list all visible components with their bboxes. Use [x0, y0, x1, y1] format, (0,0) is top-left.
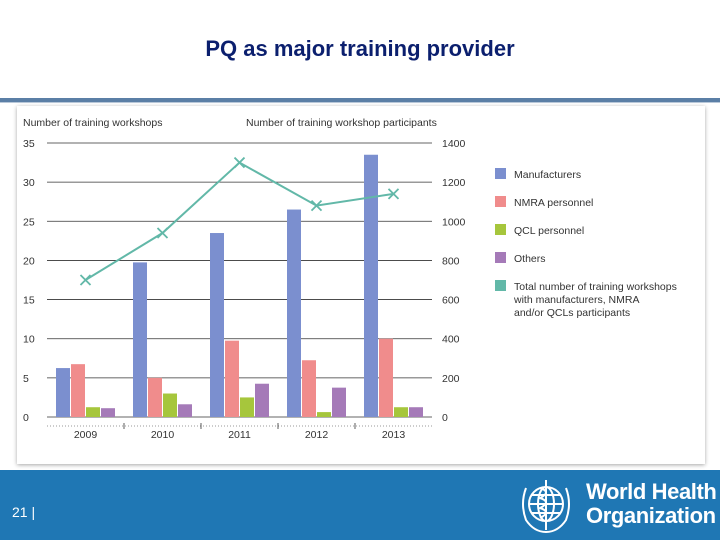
legend-label: with manufacturers, NMRA: [513, 294, 639, 306]
right-tick-label: 0: [442, 412, 448, 424]
right-tick-label: 200: [442, 373, 460, 385]
bar-others-2012: [332, 387, 346, 417]
page-number: 21 |: [12, 504, 36, 520]
x-tick-label: 2009: [74, 429, 98, 441]
legend-label: NMRA personnel: [514, 197, 593, 209]
bar-nmra-2013: [379, 338, 393, 417]
bar-manufacturers-2012: [287, 209, 301, 417]
bar-manufacturers-2009: [56, 368, 70, 417]
legend-swatch: [495, 280, 506, 291]
right-tick-label: 1200: [442, 177, 466, 189]
left-tick-label: 5: [23, 373, 29, 385]
bar-nmra-2009: [71, 364, 85, 417]
left-tick-label: 10: [23, 334, 35, 346]
bar-qcl-2010: [163, 393, 177, 417]
legend-label: Others: [514, 253, 546, 265]
left-tick-label: 15: [23, 295, 35, 307]
bar-manufacturers-2010: [133, 262, 147, 417]
right-tick-labels: 0 200 400 600 800 1000 1200 1400: [442, 138, 466, 424]
x-tick-label: 2013: [382, 429, 406, 441]
bar-nmra-2010: [148, 377, 162, 417]
left-tick-label: 20: [23, 255, 35, 267]
x-tick-labels: 2009 2010 2011 2012 2013: [47, 423, 432, 441]
total-line-point: [387, 188, 400, 200]
legend-swatch: [495, 196, 506, 207]
slide-title: PQ as major training provider: [205, 36, 515, 61]
bar-nmra-2012: [302, 360, 316, 417]
x-tick-label: 2010: [151, 429, 175, 441]
total-line-point: [233, 156, 246, 169]
x-tick-label: 2011: [228, 429, 251, 441]
total-line: [79, 156, 400, 286]
legend-label: QCL personnel: [514, 225, 584, 237]
bar-qcl-2012: [317, 412, 331, 417]
x-tick-label: 2012: [305, 429, 329, 441]
left-tick-label: 35: [23, 138, 35, 150]
right-axis-label: Number of training workshop participants: [246, 117, 437, 129]
left-tick-label: 30: [23, 177, 35, 189]
right-tick-label: 400: [442, 334, 460, 346]
who-emblem-icon: [522, 480, 570, 534]
bar-others-2013: [409, 407, 423, 417]
left-axis-label: Number of training workshops: [23, 117, 162, 129]
legend-swatch: [495, 224, 506, 235]
legend-label: Total number of training workshops: [514, 281, 677, 293]
legend-swatch: [495, 252, 506, 263]
org-name-line2: Organization: [586, 503, 716, 528]
total-line-point: [156, 227, 169, 239]
org-name: World Health Organization: [586, 479, 717, 528]
right-tick-label: 800: [442, 255, 460, 267]
bar-others-2010: [178, 404, 192, 417]
total-line-point: [79, 274, 92, 286]
bar-group: [56, 154, 423, 417]
left-tick-label: 0: [23, 412, 29, 424]
footer-bar: 21 | World Health Organization: [0, 470, 720, 540]
right-tick-label: 600: [442, 295, 460, 307]
left-tick-labels: 0 5 10 15 20 25 30 35: [23, 138, 35, 424]
bar-qcl-2011: [240, 397, 254, 417]
legend: Manufacturers NMRA personnel QCL personnel…: [495, 168, 677, 319]
bar-qcl-2009: [86, 407, 100, 417]
legend-label: and/or QCLs participants: [514, 307, 630, 319]
total-line-point: [310, 199, 323, 212]
legend-swatch: [495, 168, 506, 179]
right-tick-label: 1000: [442, 216, 466, 228]
bar-others-2011: [255, 383, 269, 417]
chart: Number of training workshops Number of t…: [23, 117, 677, 441]
org-name-line1: World Health: [586, 479, 717, 504]
title-divider: [0, 98, 720, 102]
chart-panel: Number of training workshops Number of t…: [17, 106, 705, 464]
bar-nmra-2011: [225, 340, 239, 417]
left-tick-label: 25: [23, 216, 35, 228]
bar-qcl-2013: [394, 407, 408, 417]
title-divider-light: [0, 102, 720, 103]
bar-others-2009: [101, 408, 115, 417]
right-tick-label: 1400: [442, 138, 466, 150]
bar-manufacturers-2013: [364, 154, 378, 417]
bar-manufacturers-2011: [210, 233, 224, 417]
legend-label: Manufacturers: [514, 169, 581, 181]
